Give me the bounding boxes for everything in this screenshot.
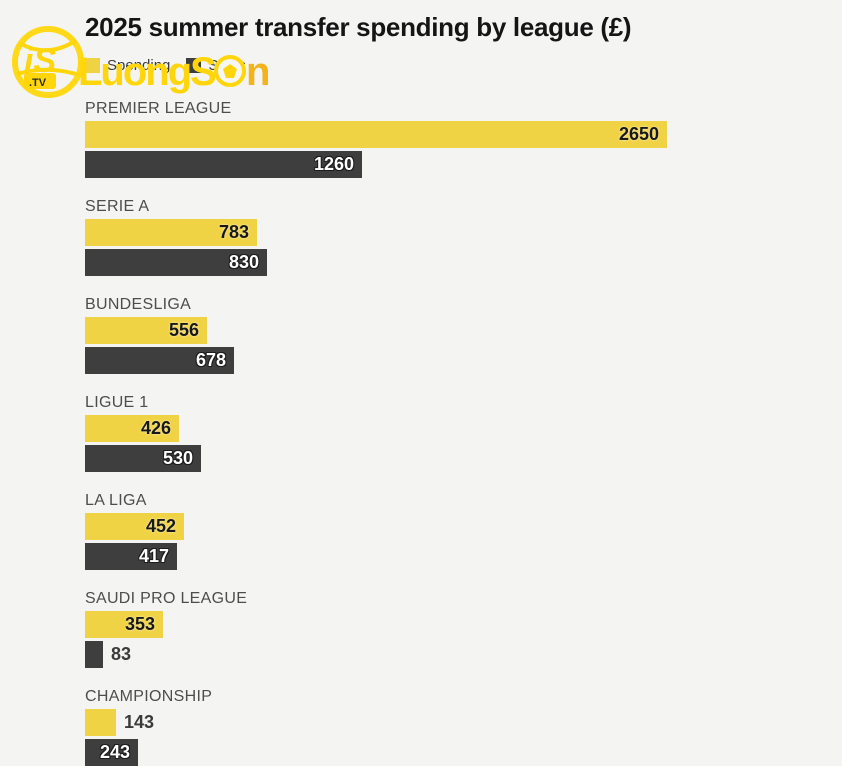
bar-value-label: 83 bbox=[111, 644, 132, 664]
sales-bar: 417 bbox=[85, 543, 177, 570]
chart-legend: Spending Sales bbox=[85, 57, 246, 74]
bar-value-label: 783 bbox=[218, 222, 249, 242]
bar-row: 678 bbox=[85, 347, 785, 374]
legend-item-sales: Sales bbox=[186, 57, 246, 74]
league-label: CHAMPIONSHIP bbox=[85, 688, 213, 705]
bar-row: 417 bbox=[85, 543, 785, 570]
spending-bar: 783 bbox=[85, 219, 257, 246]
league-group: BUNDESLIGA 556 678 bbox=[85, 295, 785, 374]
bar-value-label: 530 bbox=[162, 448, 193, 468]
bar-value-label: 417 bbox=[138, 546, 169, 566]
bar-row: 783 bbox=[85, 219, 785, 246]
chart-title: 2025 summer transfer spending by league … bbox=[85, 12, 632, 42]
bar-row: 830 bbox=[85, 249, 785, 276]
league-label: SERIE A bbox=[85, 198, 150, 215]
spending-color-swatch-icon bbox=[85, 58, 100, 73]
bar-row: 83 bbox=[85, 641, 785, 668]
league-label: BUNDESLIGA bbox=[85, 296, 192, 313]
league-group: SAUDI PRO LEAGUE 353 83 bbox=[85, 589, 785, 668]
league-group: CHAMPIONSHIP 143 243 bbox=[85, 687, 785, 766]
bar-row: 556 bbox=[85, 317, 785, 344]
bar-row: 1260 bbox=[85, 151, 785, 178]
sales-bar: 830 bbox=[85, 249, 267, 276]
bar-value-label: 556 bbox=[168, 320, 199, 340]
spending-bar: 426 bbox=[85, 415, 179, 442]
spending-bar: 2650 bbox=[85, 121, 667, 148]
sales-color-swatch-icon bbox=[186, 58, 202, 73]
legend-label-sales: Sales bbox=[208, 57, 246, 74]
spending-bar: 452 bbox=[85, 513, 184, 540]
league-label: PREMIER LEAGUE bbox=[85, 100, 232, 117]
bar-value-label: 452 bbox=[145, 516, 176, 536]
spending-bar: 556 bbox=[85, 317, 207, 344]
bar-value-label: 143 bbox=[124, 712, 155, 732]
spending-bar: 353 bbox=[85, 611, 163, 638]
bar-row: 353 bbox=[85, 611, 785, 638]
league-label: LIGUE 1 bbox=[85, 394, 149, 411]
soccer-globe-icon: iS .TV bbox=[12, 26, 84, 98]
bar-value-label: 243 bbox=[99, 742, 130, 762]
sales-bar: 678 bbox=[85, 347, 234, 374]
sales-bar: 243 bbox=[85, 739, 138, 766]
bar-chart: PREMIER LEAGUE 2650 1260 SERIE A 783 830 BUNDE… bbox=[85, 99, 785, 766]
svg-text:.TV: .TV bbox=[29, 77, 47, 89]
bar-row: 426 bbox=[85, 415, 785, 442]
league-group: PREMIER LEAGUE 2650 1260 bbox=[85, 99, 785, 178]
sales-bar bbox=[85, 641, 103, 668]
svg-text:n: n bbox=[246, 50, 268, 94]
bar-value-label: 426 bbox=[140, 418, 171, 438]
bar-value-label: 2650 bbox=[618, 124, 659, 144]
bar-value-label: 353 bbox=[124, 614, 155, 634]
svg-text:iS: iS bbox=[24, 42, 56, 80]
sales-bar: 530 bbox=[85, 445, 201, 472]
legend-item-spending: Spending bbox=[85, 57, 170, 74]
bar-row: 530 bbox=[85, 445, 785, 472]
bar-row: 143 bbox=[85, 709, 785, 736]
sales-bar: 1260 bbox=[85, 151, 362, 178]
bar-value-label: 830 bbox=[228, 252, 259, 272]
bar-row: 2650 bbox=[85, 121, 785, 148]
league-group: SERIE A 783 830 bbox=[85, 197, 785, 276]
bar-row: 243 bbox=[85, 739, 785, 766]
league-label: SAUDI PRO LEAGUE bbox=[85, 590, 248, 607]
legend-label-spending: Spending bbox=[107, 57, 171, 74]
league-label: LA LIGA bbox=[85, 492, 147, 509]
bar-row: 452 bbox=[85, 513, 785, 540]
bar-value-label: 1260 bbox=[313, 154, 354, 174]
bar-value-label: 678 bbox=[195, 350, 226, 370]
spending-bar bbox=[85, 709, 116, 736]
league-group: LA LIGA 452 417 bbox=[85, 491, 785, 570]
league-group: LIGUE 1 426 530 bbox=[85, 393, 785, 472]
